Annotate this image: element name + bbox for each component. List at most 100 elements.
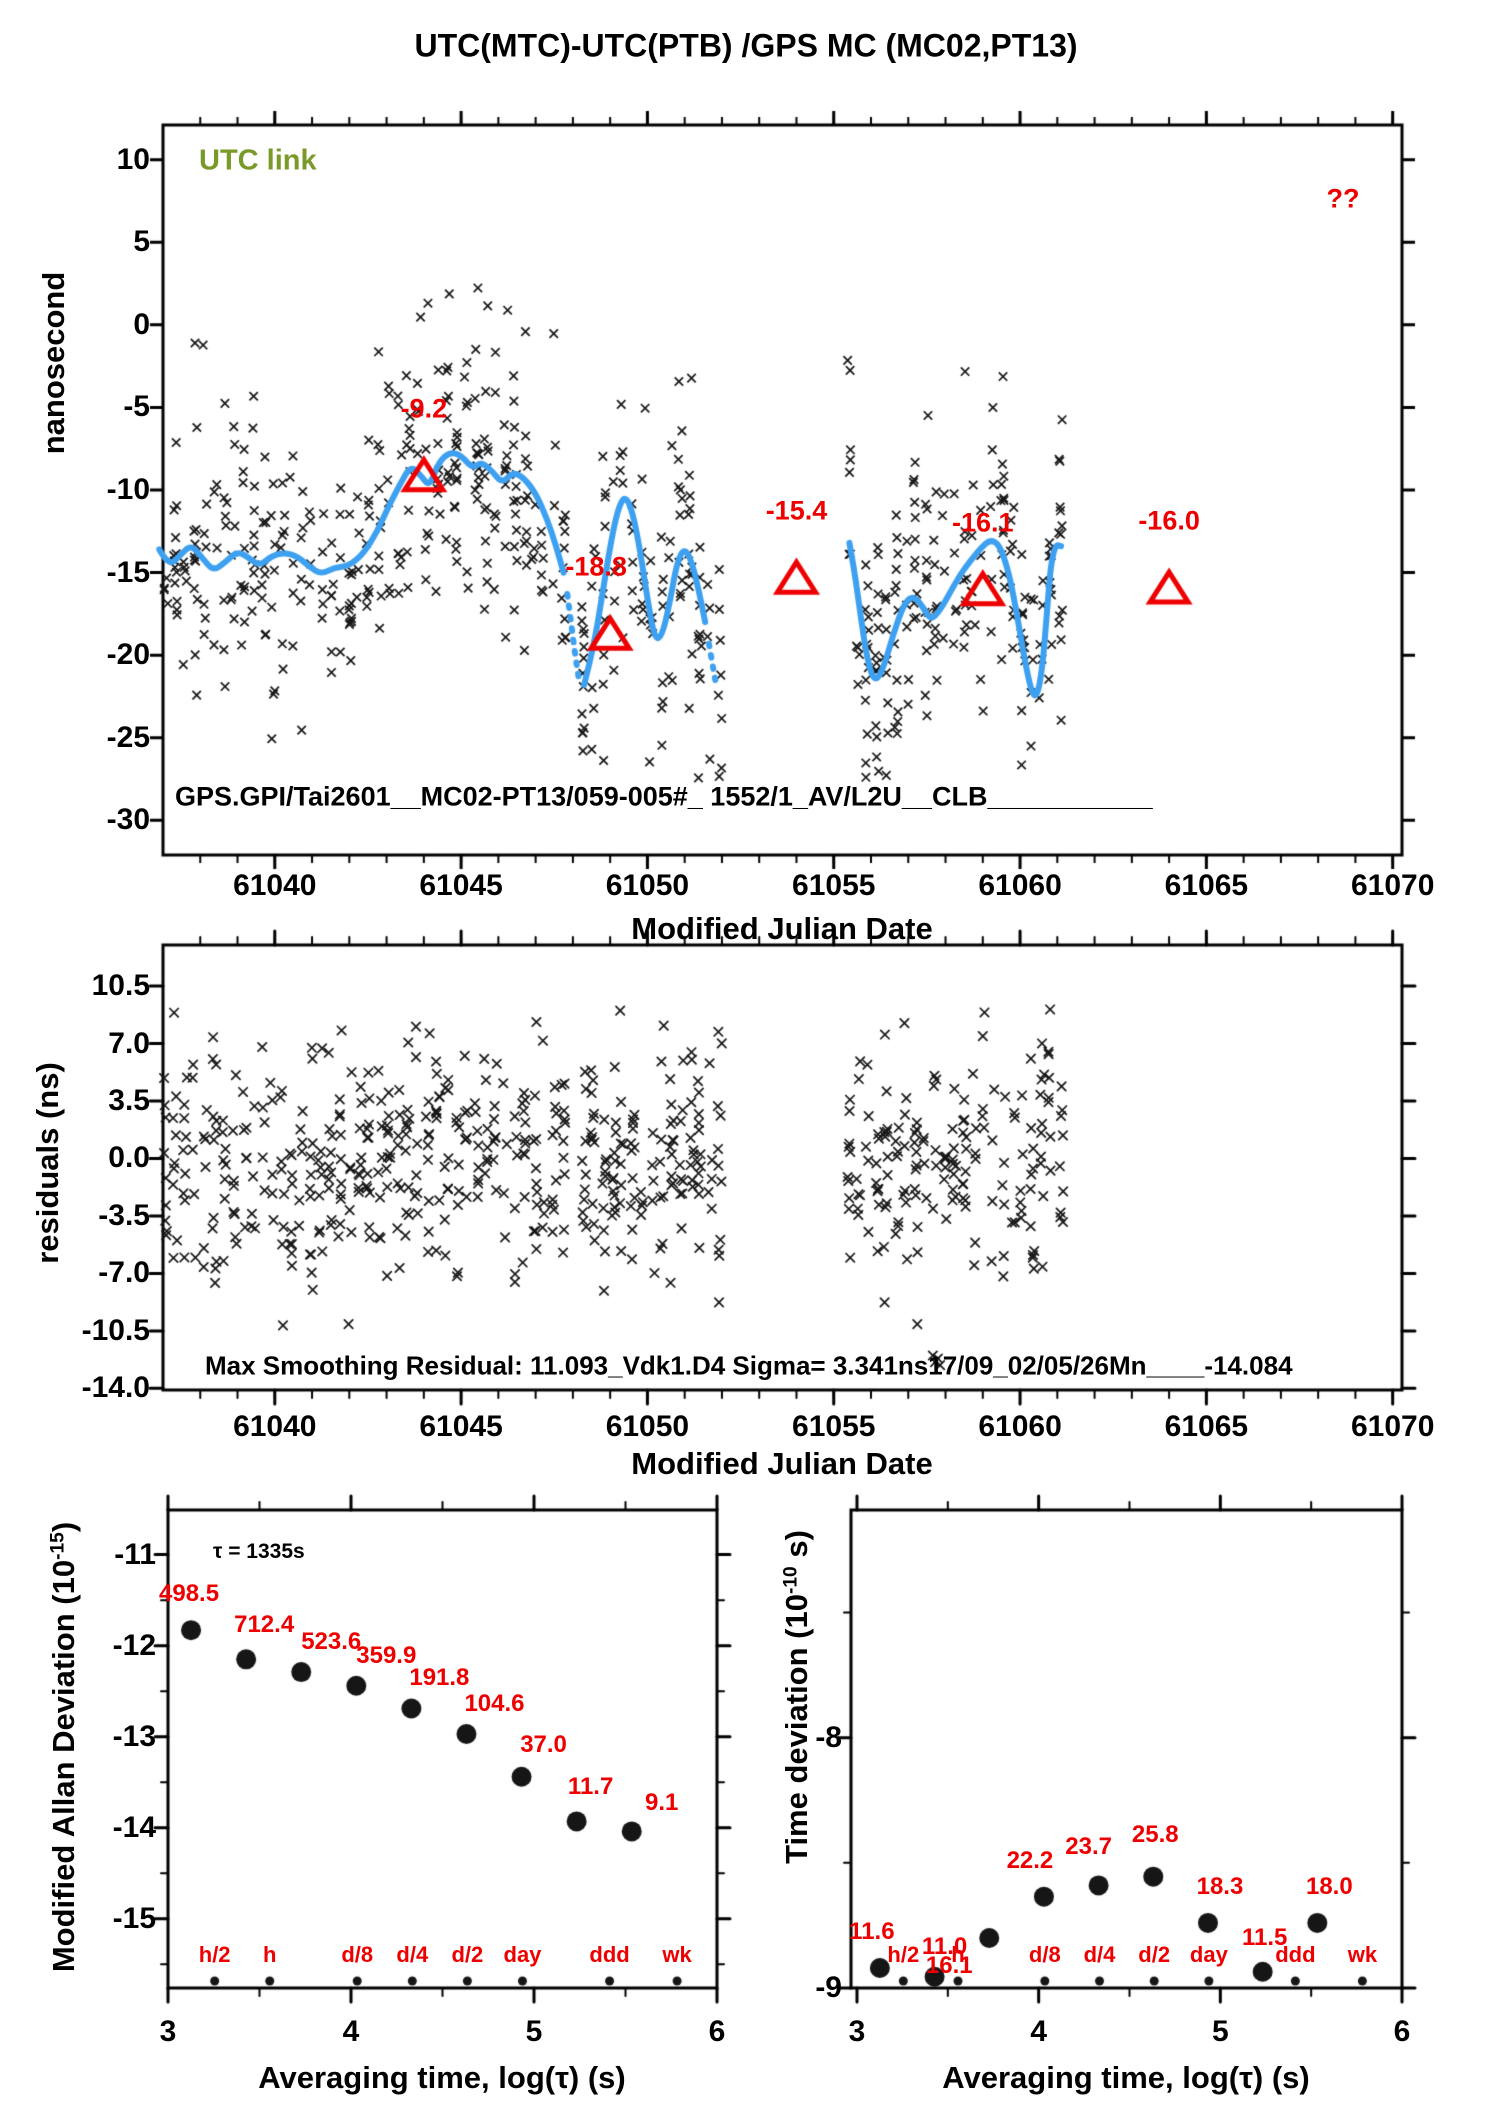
tdev-point-label: 16.1 bbox=[925, 1951, 973, 1979]
tdev-point-label: 23.7 bbox=[1065, 1833, 1112, 1861]
residual-x-axis-title: Modified Julian Date bbox=[631, 1446, 933, 1481]
mdev-point-label: 359.9 bbox=[356, 1641, 417, 1669]
top-x-tick-label: 61065 bbox=[1164, 869, 1249, 902]
tdev-y-tick-label: -9 bbox=[815, 1971, 842, 2004]
mdev-tau-label: d/4 bbox=[396, 1942, 429, 1967]
tdev-point-label: 11.0 bbox=[921, 1932, 968, 1960]
mdev-x-tick-label: 3 bbox=[159, 2015, 177, 2048]
triangle-value-label: -16.0 bbox=[1138, 505, 1200, 536]
residual-x-tick-label: 61050 bbox=[605, 1410, 690, 1443]
tdev-x-tick-label: 5 bbox=[1211, 2015, 1229, 2048]
tdev-y-axis-title: Time deviation (10-10 s) bbox=[779, 1530, 815, 1864]
tdev-tau-label: day bbox=[1189, 1942, 1228, 1967]
tdev-tau-label: ddd bbox=[1275, 1942, 1316, 1967]
mdev-y-axis-title-sup: -15 bbox=[47, 1532, 69, 1560]
top-y-tick-label: -15 bbox=[106, 555, 150, 589]
residual-panel-footer: Max Smoothing Residual: 11.093_Vdk1.D4 S… bbox=[205, 1350, 1293, 1381]
top-y-tick-label: 0 bbox=[133, 307, 150, 341]
residual-y-tick-label: -10.5 bbox=[81, 1313, 150, 1347]
mdev-tau-label: wk bbox=[662, 1942, 692, 1967]
mdev-x-tick-label: 4 bbox=[342, 2015, 360, 2048]
mdev-tau-label: d/8 bbox=[341, 1942, 374, 1967]
unknown-flag-annotation: ?? bbox=[1326, 183, 1360, 214]
mdev-point-label: 498.5 bbox=[159, 1580, 220, 1608]
top-panel-footer: GPS.GPI/Tai2601__MC02-PT13/059-005#_ 155… bbox=[175, 781, 1153, 812]
tdev-tau-label: d/4 bbox=[1083, 1942, 1116, 1967]
top-y-tick-label: -30 bbox=[106, 803, 150, 837]
top-x-tick-label: 61070 bbox=[1350, 869, 1435, 902]
mdev-point-label: 712.4 bbox=[234, 1611, 295, 1639]
top-y-tick-label: 5 bbox=[133, 225, 150, 259]
residual-y-axis-title: residuals (ns) bbox=[30, 1062, 65, 1264]
mdev-y-axis-title-tail: ) bbox=[46, 1521, 81, 1533]
residual-x-tick-label: 61045 bbox=[419, 1410, 503, 1443]
residual-y-tick-label: 3.5 bbox=[108, 1083, 150, 1117]
residual-y-tick-label: -7.0 bbox=[98, 1256, 150, 1290]
top-x-tick-label: 61045 bbox=[419, 869, 503, 902]
triangle-value-label: -18.8 bbox=[565, 551, 627, 582]
top-y-tick-label: 10 bbox=[116, 142, 150, 176]
tau-annotation: τ = 1335s bbox=[213, 1540, 305, 1563]
tdev-point-label: 25.8 bbox=[1131, 1820, 1179, 1848]
tdev-y-axis-title-sup: -10 bbox=[780, 1566, 802, 1595]
tdev-point-label: 11.6 bbox=[849, 1917, 895, 1945]
top-x-axis-title: Modified Julian Date bbox=[631, 911, 933, 946]
utc-link-annotation: UTC link bbox=[199, 144, 317, 177]
top-x-tick-label: 61040 bbox=[233, 869, 317, 902]
residual-y-tick-label: -14.0 bbox=[81, 1371, 150, 1405]
mdev-y-tick-label: -14 bbox=[112, 1810, 156, 1844]
tdev-tau-label: h/2 bbox=[887, 1942, 920, 1967]
tdev-y-axis-title-tail: s) bbox=[779, 1530, 814, 1567]
mdev-y-tick-label: -12 bbox=[112, 1628, 156, 1662]
mdev-x-tick-label: 6 bbox=[708, 2015, 726, 2048]
triangle-value-label: -15.4 bbox=[765, 495, 828, 526]
residual-x-tick-label: 61070 bbox=[1350, 1410, 1435, 1443]
tdev-x-tick-label: 6 bbox=[1393, 2015, 1411, 2048]
tdev-x-tick-label: 4 bbox=[1030, 2015, 1047, 2048]
tdev-point-label: 18.0 bbox=[1305, 1872, 1353, 1900]
mdev-point-label: 523.6 bbox=[301, 1628, 362, 1656]
figure-title: UTC(MTC)-UTC(PTB) /GPS MC (MC02,PT13) bbox=[414, 27, 1078, 64]
tdev-y-tick-label: -8 bbox=[815, 1720, 842, 1754]
mdev-tau-label: day bbox=[503, 1942, 542, 1967]
tdev-tau-label: d/8 bbox=[1028, 1942, 1061, 1967]
mdev-y-tick-label: -15 bbox=[112, 1901, 156, 1935]
residual-y-tick-label: -3.5 bbox=[98, 1198, 150, 1232]
tdev-x-axis-title: Averaging time, log(τ) (s) bbox=[942, 2060, 1310, 2095]
mdev-y-tick-label: -11 bbox=[114, 1537, 156, 1571]
residual-x-tick-label: 61055 bbox=[792, 1410, 876, 1443]
mdev-point-label: 191.8 bbox=[409, 1664, 470, 1692]
mdev-x-axis-title: Averaging time, log(τ) (s) bbox=[258, 2060, 626, 2095]
top-x-tick-label: 61055 bbox=[792, 869, 876, 902]
tdev-tau-label: h bbox=[951, 1942, 965, 1967]
mdev-y-axis-title: Modified Allan Deviation (10-15) bbox=[46, 1522, 82, 1972]
tdev-y-axis-title-base: Time deviation (10 bbox=[779, 1594, 814, 1864]
mdev-point-label: 104.6 bbox=[464, 1689, 525, 1717]
triangle-value-label: -16.1 bbox=[952, 507, 1014, 538]
top-y-tick-label: -10 bbox=[106, 473, 150, 506]
residual-y-tick-label: 10.5 bbox=[91, 969, 150, 1003]
mdev-point-label: 11.7 bbox=[567, 1773, 614, 1801]
tdev-point-label: 22.2 bbox=[1006, 1846, 1054, 1874]
top-y-axis-title: nanosecond bbox=[36, 271, 71, 455]
tdev-x-tick-label: 3 bbox=[848, 2015, 866, 2048]
mdev-y-axis-title-base: Modified Allan Deviation (10 bbox=[46, 1559, 81, 1973]
mdev-x-tick-label: 5 bbox=[525, 2015, 543, 2048]
top-x-tick-label: 61050 bbox=[605, 869, 690, 902]
mdev-point-label: 9.1 bbox=[645, 1789, 679, 1817]
top-y-tick-label: -5 bbox=[123, 390, 150, 424]
mdev-y-tick-label: -13 bbox=[112, 1719, 156, 1753]
tdev-point-label: 18.3 bbox=[1196, 1872, 1244, 1900]
mdev-point-label: 37.0 bbox=[520, 1730, 567, 1758]
residual-y-tick-label: 0.0 bbox=[108, 1141, 150, 1175]
residual-y-tick-label: 7.0 bbox=[108, 1026, 150, 1060]
mdev-tau-label: ddd bbox=[589, 1942, 630, 1967]
mdev-tau-label: h bbox=[263, 1942, 277, 1967]
top-y-tick-label: -25 bbox=[106, 720, 150, 754]
mdev-tau-label: h/2 bbox=[198, 1942, 231, 1967]
mdev-tau-label: d/2 bbox=[451, 1942, 484, 1967]
top-x-tick-label: 61060 bbox=[978, 869, 1062, 902]
residual-x-tick-label: 61060 bbox=[978, 1410, 1062, 1443]
tdev-point-label: 11.5 bbox=[1241, 1923, 1288, 1951]
